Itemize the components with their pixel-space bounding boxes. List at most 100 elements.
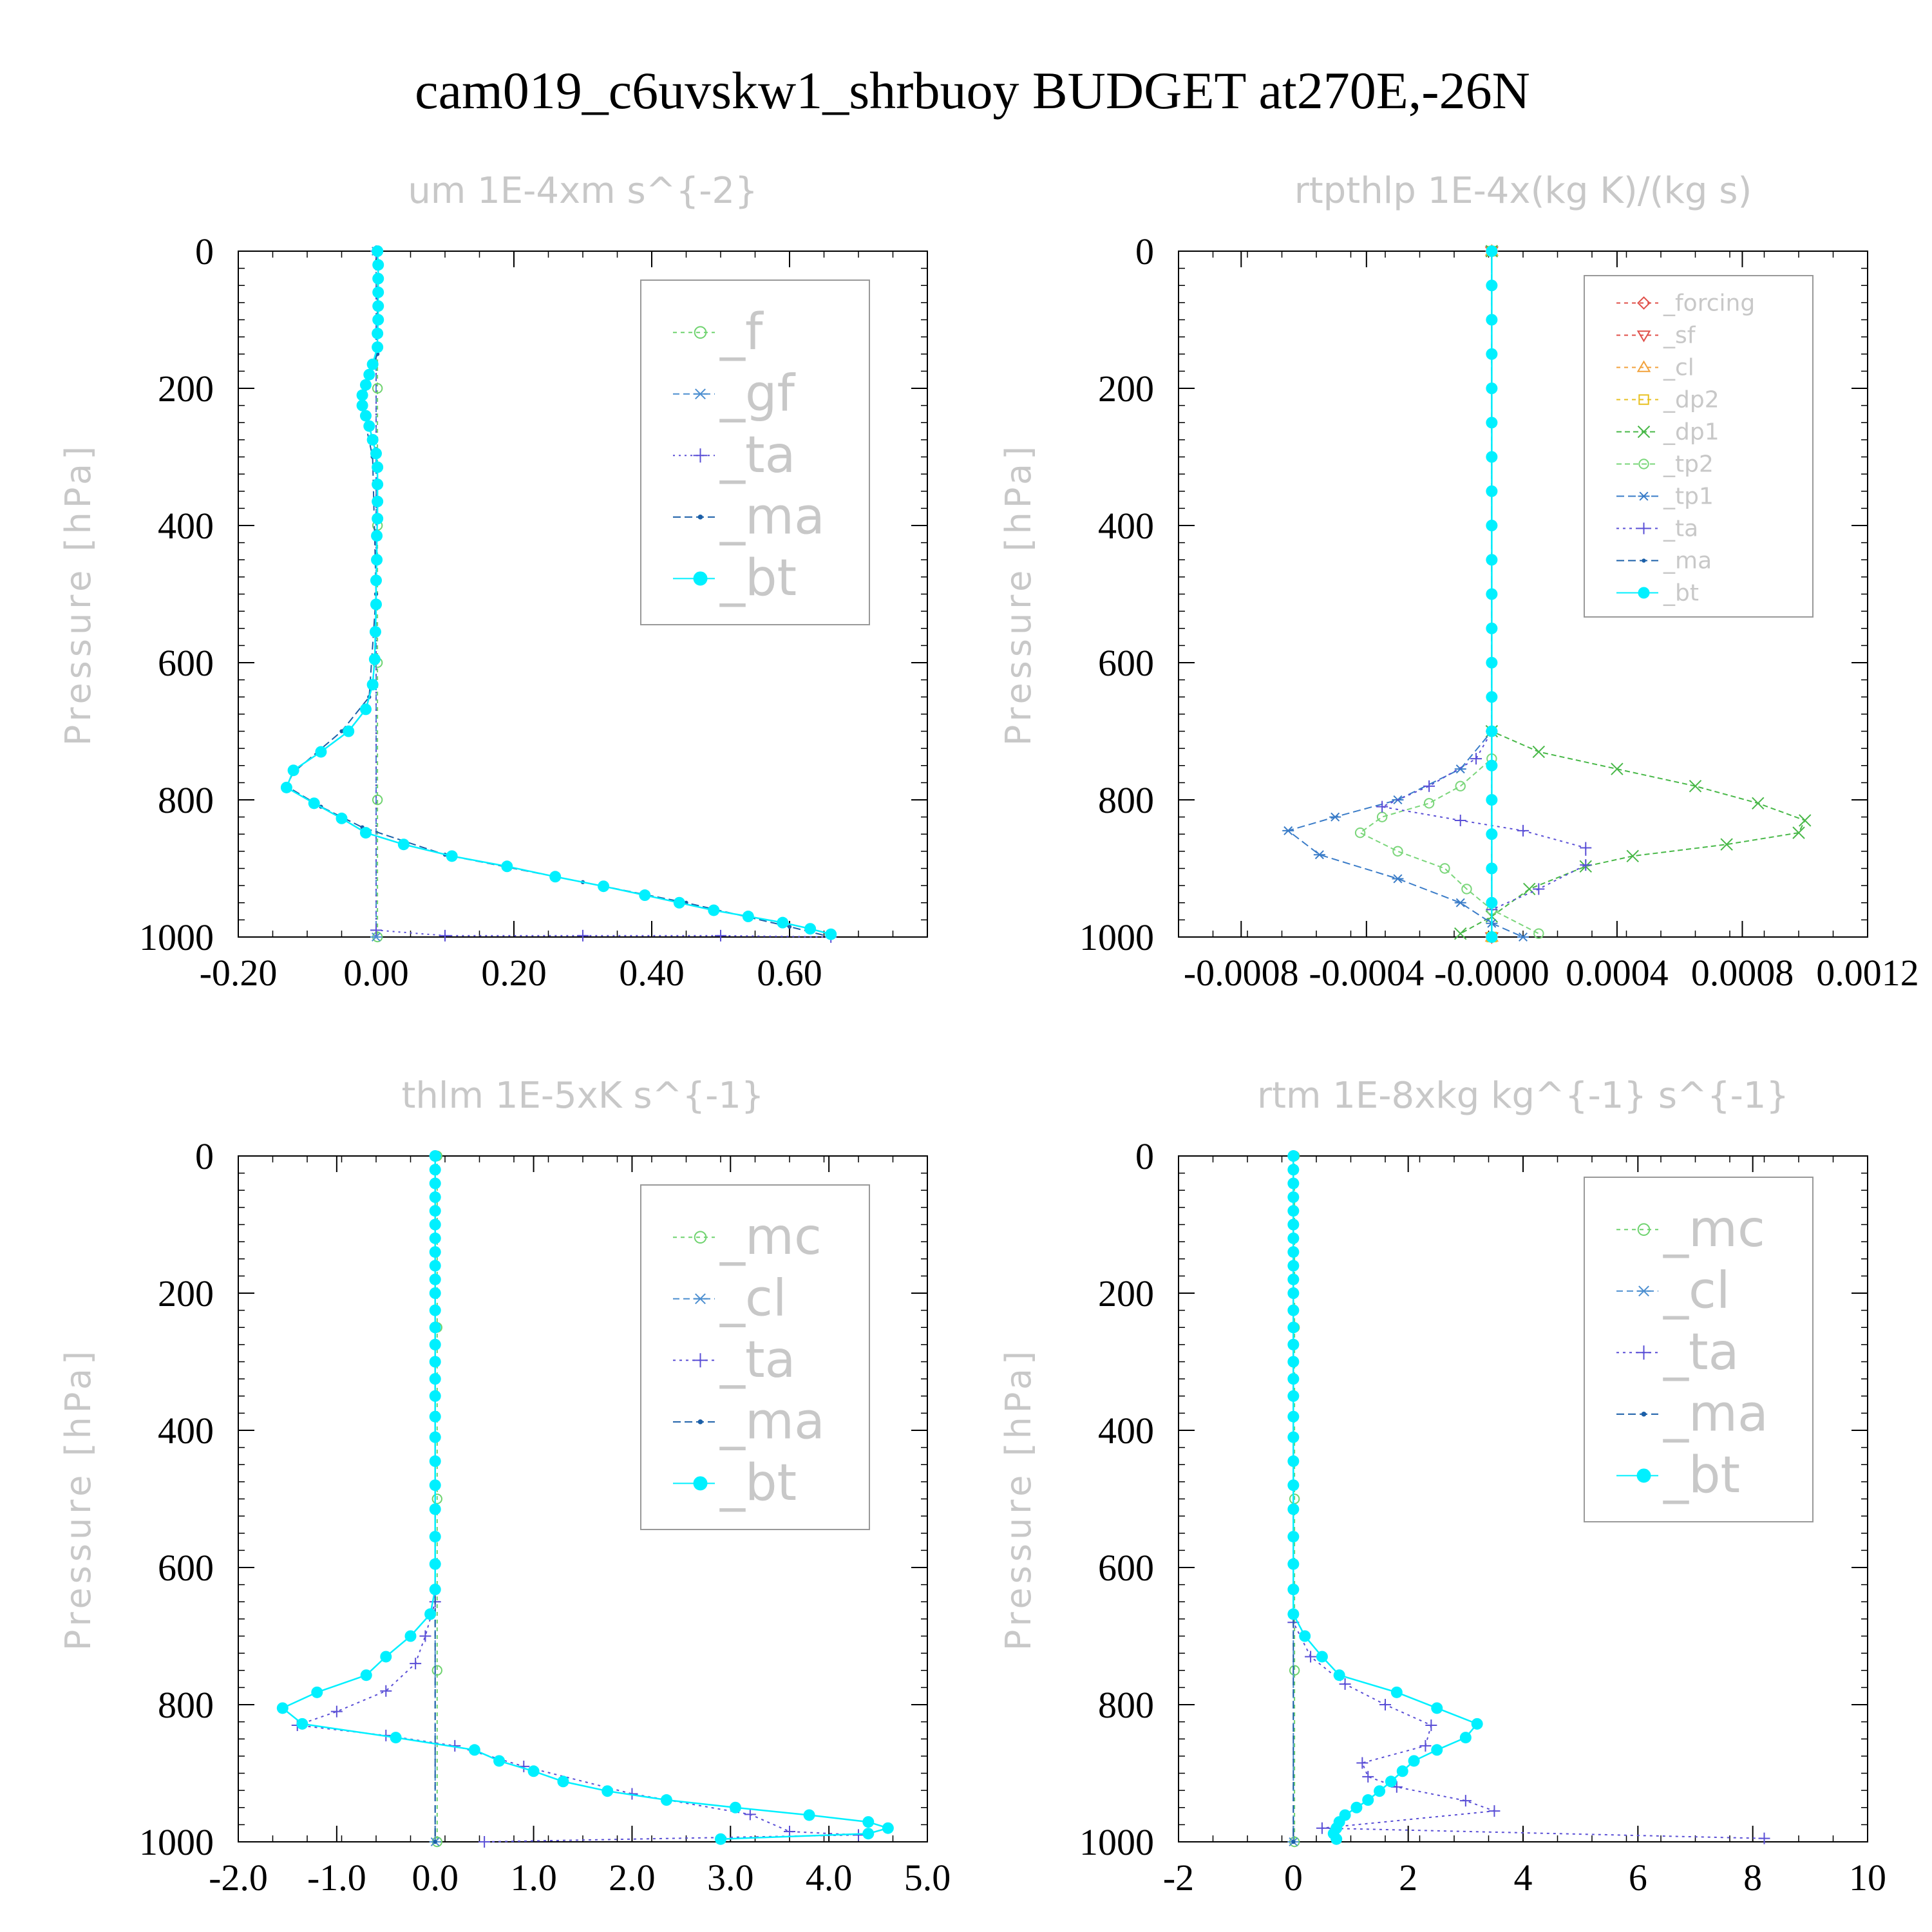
data-point [1291, 1839, 1296, 1844]
legend-label: _ma [1663, 547, 1712, 574]
data-point [1287, 1321, 1300, 1334]
data-point [343, 725, 355, 737]
legend-marker [693, 1353, 708, 1368]
data-point [1792, 826, 1805, 839]
data-point [372, 383, 383, 394]
data-point [1299, 1630, 1311, 1642]
data-point [1287, 1205, 1300, 1217]
y-tick-label: 1000 [139, 916, 214, 958]
data-point [1287, 1584, 1300, 1596]
legend-marker [1636, 1285, 1651, 1297]
panel-3: thlm 1E-5xK s^{-1} 0 200 400 600 800 1000-2.0-… [58, 1075, 951, 1899]
data-point [439, 929, 451, 942]
legend-label: _bt [1663, 580, 1699, 606]
data-point [1287, 1246, 1300, 1258]
data-point [1287, 1232, 1300, 1244]
data-point [1486, 691, 1498, 703]
data-point [1313, 850, 1325, 860]
x-tick-label: 0.00 [343, 952, 409, 994]
data-point [429, 1177, 441, 1189]
data-point [429, 1373, 441, 1385]
legend-marker [693, 388, 708, 400]
data-point [1454, 764, 1466, 774]
y-tick-label: 600 [158, 1547, 214, 1589]
x-tick-label: -0.0004 [1309, 952, 1424, 994]
legend-label: _forcing [1663, 290, 1755, 316]
x-tick-label: 6 [1629, 1857, 1647, 1899]
data-point [501, 860, 513, 873]
legend-marker [1636, 1345, 1651, 1360]
data-point [715, 929, 726, 942]
data-point [429, 1260, 441, 1272]
data-point [372, 245, 384, 257]
data-point [1362, 1794, 1374, 1806]
data-point [372, 341, 384, 354]
y-tick-label: 1000 [139, 1821, 214, 1863]
legend-marker [1638, 491, 1650, 501]
data-point [1486, 451, 1498, 463]
y-tick-label: 0 [1135, 1135, 1154, 1177]
data-point [433, 1839, 437, 1844]
y-tick-label: 400 [158, 505, 214, 547]
y-tick-label: 600 [1098, 642, 1154, 684]
data-point [359, 827, 372, 839]
legend-label: _mc [1663, 1200, 1765, 1258]
y-tick-label: 800 [1098, 779, 1154, 821]
y-axis-label: Pressure [hPa] [998, 1347, 1039, 1651]
data-point [363, 368, 375, 381]
data-point [315, 746, 327, 758]
legend: _forcing _sf _cl _dp2 _dp1 _tp2 _tp1 _ta _ma _bt [1584, 275, 1814, 618]
data-point [1486, 279, 1498, 292]
legend-marker [693, 448, 708, 463]
data-point [311, 1686, 323, 1698]
data-point [370, 924, 382, 936]
data-point [1486, 896, 1498, 909]
legend-label: _bt [1663, 1446, 1740, 1504]
y-tick-label: 800 [158, 1684, 214, 1726]
x-tick-label: -1.0 [307, 1857, 366, 1899]
data-point [1532, 745, 1546, 759]
data-point [429, 1455, 441, 1467]
data-point [862, 1816, 875, 1828]
data-point [368, 653, 381, 665]
data-point [360, 1669, 372, 1681]
data-point [1486, 828, 1498, 840]
legend-marker [697, 1419, 703, 1425]
legend-marker [1641, 1411, 1647, 1417]
data-point [1287, 1150, 1300, 1162]
data-point [366, 679, 379, 691]
data-point [1287, 1431, 1300, 1443]
data-point [742, 911, 754, 923]
data-point [429, 1232, 441, 1244]
figure-title: cam019_c6uvskw1_shrbuoy BUDGET at270E,-2… [415, 61, 1530, 120]
data-point [429, 1410, 441, 1423]
x-tick-label: 4 [1514, 1857, 1533, 1899]
data-point [372, 327, 384, 339]
y-tick-label: 200 [1098, 1273, 1154, 1314]
data-point [359, 703, 372, 715]
data-point [1287, 1455, 1300, 1467]
data-point [424, 1608, 437, 1620]
data-point [468, 1744, 480, 1756]
legend-marker [693, 1476, 708, 1491]
data-point [356, 389, 368, 401]
panel-title: um 1E-4xm s^{-2} [408, 170, 757, 212]
data-point [429, 1218, 441, 1231]
x-tick-label: 0.0 [412, 1857, 459, 1899]
data-point [370, 932, 382, 942]
data-point [287, 764, 299, 777]
data-point [1758, 1832, 1770, 1844]
x-tick-label: -0.0008 [1184, 952, 1299, 994]
data-point [431, 1665, 442, 1676]
data-point [1333, 1669, 1345, 1681]
data-point [1752, 797, 1765, 810]
data-point [598, 880, 610, 893]
data-point [1287, 1164, 1300, 1176]
legend: _mc_cl_ta_ma_bt [640, 1184, 870, 1530]
data-point [429, 1531, 441, 1543]
data-point [380, 1685, 392, 1697]
x-tick-label: 0.40 [619, 952, 685, 994]
y-tick-label: 800 [1098, 1684, 1154, 1726]
x-tick-label: 0 [1284, 1857, 1303, 1899]
data-point [557, 1776, 569, 1788]
